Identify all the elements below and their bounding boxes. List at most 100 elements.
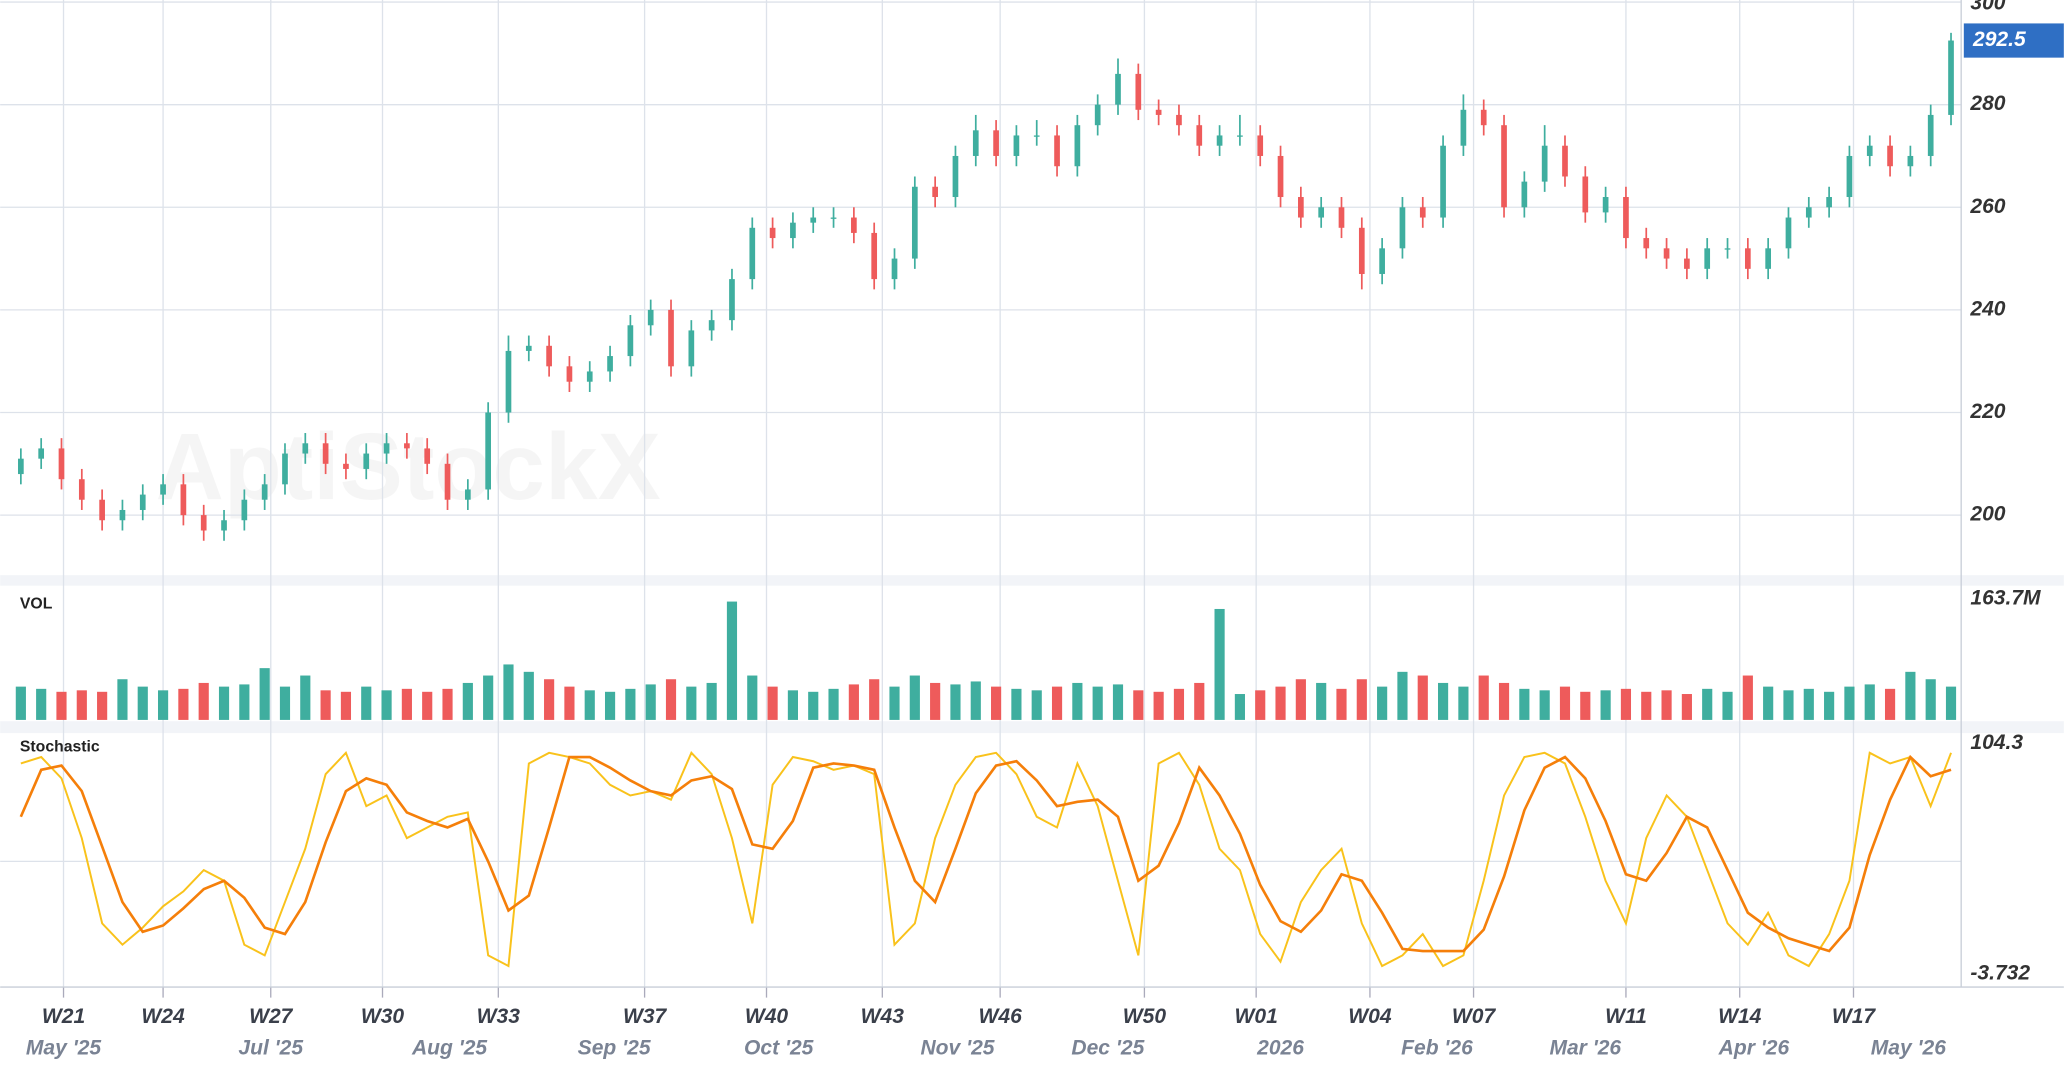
volume-bar [1620, 688, 1632, 720]
candle-body [302, 443, 309, 454]
volume-bar [462, 682, 473, 720]
candle-body [647, 309, 654, 326]
volume-bar [991, 686, 1002, 720]
candle-body [1358, 227, 1365, 274]
volume-bar [361, 686, 372, 720]
candle-body [160, 484, 166, 495]
candle-body [1541, 145, 1548, 182]
volume-bar [848, 684, 859, 720]
candle-body [343, 463, 349, 469]
x-month-label: May '26 [1871, 1037, 1947, 1060]
y-tick-label: 220 [1969, 400, 2005, 423]
candle-body [363, 453, 370, 469]
volume-bar [1498, 682, 1510, 720]
last-price-label: 292.5 [1972, 28, 2026, 51]
watermark: AptiStockX [155, 414, 660, 520]
volume-bar [1092, 686, 1103, 720]
volume-bar [909, 675, 920, 720]
volume-bar [1681, 694, 1692, 720]
volume-bar [15, 686, 26, 720]
volume-bar [401, 688, 412, 720]
pane-title: Stochastic [20, 739, 100, 756]
volume-bar [1214, 608, 1225, 720]
candle-body [1744, 248, 1751, 269]
volume-bar [1072, 682, 1083, 720]
candle-body [1257, 135, 1264, 156]
x-month-label: Oct '25 [744, 1037, 814, 1060]
candle-body [1724, 248, 1731, 250]
candle-body [1216, 135, 1223, 146]
volume-bar [1458, 686, 1469, 720]
volume-bar [564, 686, 575, 720]
stochastic-line [19, 754, 1952, 953]
candle-body [1927, 114, 1934, 156]
x-tick-label: W01 [1235, 1005, 1278, 1028]
volume-bar [1783, 690, 1794, 720]
candle-body [58, 448, 65, 480]
candle-body [851, 217, 857, 233]
candle-body [769, 227, 776, 239]
x-tick-label: W40 [745, 1005, 789, 1028]
volume-bar [808, 691, 819, 720]
volume-bar [117, 679, 128, 720]
x-month-label: Dec '25 [1071, 1037, 1144, 1060]
volume-bar [1844, 686, 1855, 720]
volume-bar [1824, 691, 1835, 720]
volume-bar [1397, 671, 1408, 720]
candle-body [18, 458, 24, 475]
x-tick-label: W50 [1123, 1005, 1167, 1028]
candle-body [221, 520, 227, 531]
y-tick-label: 104.3 [1970, 731, 2023, 754]
volume-bar [1945, 686, 1957, 720]
x-month-label: Aug '25 [411, 1037, 487, 1060]
volume-bar [198, 682, 209, 720]
volume-bar [828, 688, 839, 720]
y-tick-label: 240 [1969, 297, 2005, 320]
volume-bar [625, 688, 636, 720]
volume-bar [239, 684, 250, 720]
candle-body [627, 325, 634, 357]
volume-bar [1742, 675, 1753, 720]
volume-bar [1112, 684, 1124, 720]
candle-body [139, 494, 146, 510]
candle-body [1480, 109, 1487, 126]
x-tick-label: W43 [861, 1005, 905, 1028]
candle-body [180, 484, 187, 516]
candle-body [1176, 114, 1182, 126]
candle-body [1440, 145, 1446, 218]
candle-body [525, 345, 532, 351]
candle-body [1521, 181, 1528, 208]
x-month-label: May '25 [26, 1037, 102, 1060]
x-tick-label: W07 [1452, 1005, 1497, 1028]
candle-body [932, 186, 938, 198]
volume-bar [930, 682, 941, 720]
volume-bar [157, 690, 169, 720]
y-tick-label: 200 [1969, 503, 2005, 526]
candle-body [99, 499, 105, 521]
volume-bar [686, 686, 697, 720]
candle-body [1460, 109, 1467, 146]
volume-bar [340, 691, 352, 720]
candle-body [1074, 125, 1081, 167]
candle-body [911, 186, 918, 259]
volume-bar [56, 691, 67, 720]
volume-bar [1133, 690, 1144, 720]
candle-body [749, 227, 756, 280]
candle-body [1785, 217, 1792, 249]
volume-bar [970, 681, 981, 720]
volume-bar [604, 691, 616, 720]
volume-bar [218, 686, 230, 720]
volume-bar [1702, 688, 1713, 720]
volume-bar [1641, 691, 1652, 720]
y-tick-label: -3.732 [1970, 961, 2030, 984]
volume-bar [1336, 688, 1347, 720]
x-tick-label: W24 [141, 1005, 185, 1028]
volume-bar [137, 686, 148, 720]
volume-bar [544, 679, 555, 720]
candle-body [1298, 197, 1304, 218]
candle-body [607, 356, 613, 372]
candle-body [830, 217, 837, 219]
volume-bar [178, 688, 189, 720]
candle-body [729, 279, 735, 321]
volume-bar [1864, 684, 1875, 720]
